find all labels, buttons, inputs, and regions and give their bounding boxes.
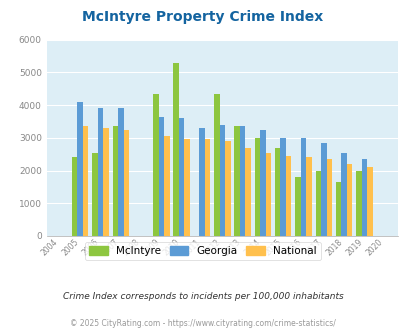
- Bar: [300, 138, 305, 236]
- Text: Crime Index corresponds to incidents per 100,000 inhabitants: Crime Index corresponds to incidents per…: [62, 292, 343, 301]
- Bar: [265, 152, 271, 236]
- Bar: [326, 159, 331, 236]
- Bar: [239, 126, 245, 236]
- Bar: [274, 148, 280, 236]
- Bar: [112, 126, 118, 236]
- Bar: [305, 157, 311, 236]
- Bar: [72, 157, 77, 236]
- Bar: [245, 148, 250, 236]
- Bar: [346, 164, 352, 236]
- Bar: [315, 171, 320, 236]
- Legend: McIntyre, Georgia, National: McIntyre, Georgia, National: [85, 242, 320, 260]
- Bar: [219, 125, 224, 236]
- Bar: [294, 177, 300, 236]
- Bar: [366, 167, 372, 236]
- Bar: [335, 182, 341, 236]
- Bar: [77, 102, 83, 236]
- Bar: [83, 126, 88, 236]
- Text: © 2025 CityRating.com - https://www.cityrating.com/crime-statistics/: © 2025 CityRating.com - https://www.city…: [70, 319, 335, 328]
- Bar: [158, 116, 164, 236]
- Bar: [118, 108, 123, 236]
- Bar: [280, 138, 285, 236]
- Text: McIntyre Property Crime Index: McIntyre Property Crime Index: [82, 10, 323, 24]
- Bar: [184, 139, 190, 236]
- Bar: [153, 94, 158, 236]
- Bar: [179, 118, 184, 236]
- Bar: [341, 152, 346, 236]
- Bar: [234, 126, 239, 236]
- Bar: [355, 171, 361, 236]
- Bar: [361, 159, 366, 236]
- Bar: [92, 152, 98, 236]
- Bar: [103, 128, 109, 236]
- Bar: [164, 136, 169, 236]
- Bar: [320, 143, 326, 236]
- Bar: [199, 128, 204, 236]
- Bar: [123, 130, 129, 236]
- Bar: [213, 94, 219, 236]
- Bar: [173, 62, 179, 236]
- Bar: [224, 141, 230, 236]
- Bar: [254, 138, 260, 236]
- Bar: [204, 139, 210, 236]
- Bar: [260, 130, 265, 236]
- Bar: [285, 156, 291, 236]
- Bar: [98, 108, 103, 236]
